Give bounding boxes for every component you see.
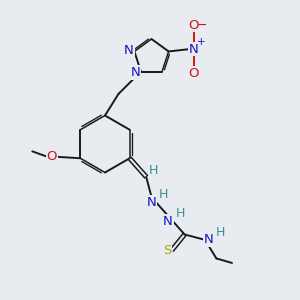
- Text: H: H: [176, 207, 185, 220]
- Text: N: N: [163, 215, 173, 228]
- Text: +: +: [197, 38, 206, 47]
- Text: O: O: [189, 19, 199, 32]
- Text: O: O: [46, 150, 57, 163]
- Text: N: N: [130, 66, 140, 79]
- Text: H: H: [149, 164, 158, 177]
- Text: N: N: [124, 44, 134, 57]
- Text: H: H: [158, 188, 168, 201]
- Text: −: −: [197, 19, 208, 32]
- Text: S: S: [163, 244, 171, 256]
- Text: O: O: [189, 67, 199, 80]
- Text: H: H: [215, 226, 225, 239]
- Text: N: N: [189, 43, 199, 56]
- Text: N: N: [204, 233, 214, 246]
- Text: N: N: [147, 196, 157, 209]
